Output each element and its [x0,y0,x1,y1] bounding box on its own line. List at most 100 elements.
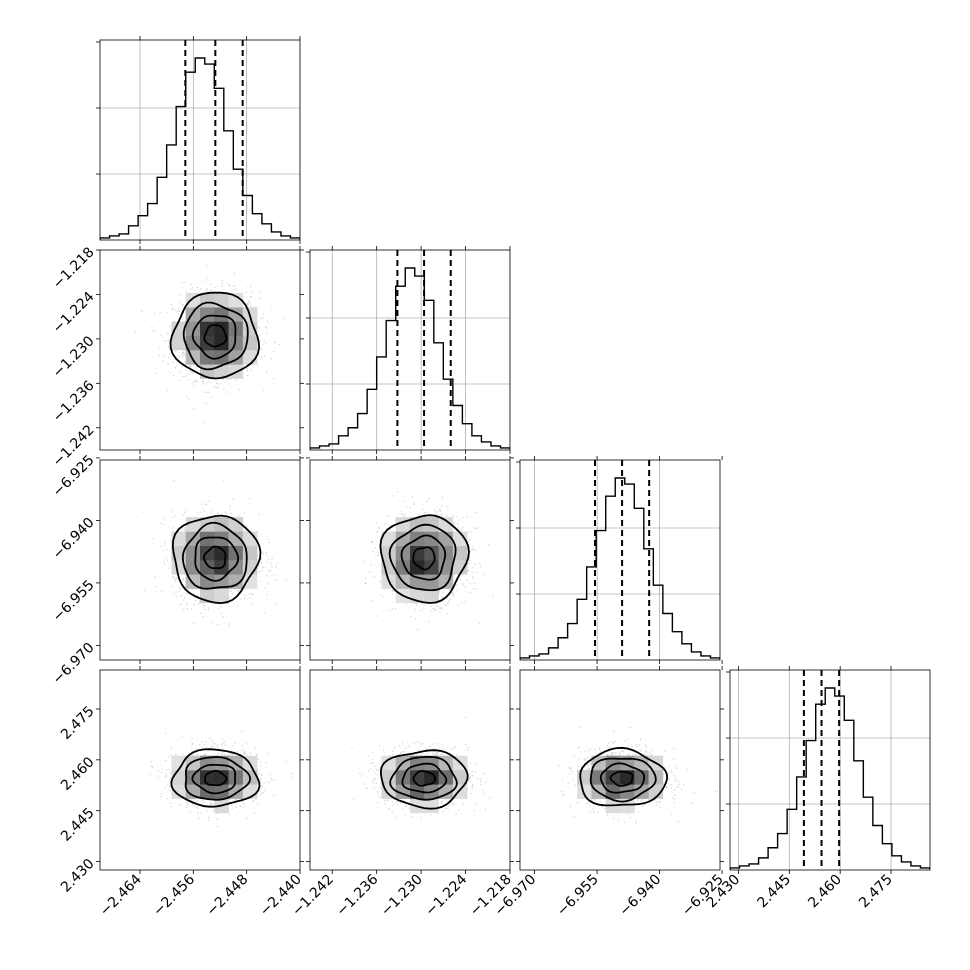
contour-line [609,770,634,787]
x-tick-label: −6.955 [554,872,602,920]
contour-line [401,762,448,794]
panel-frame [729,669,931,871]
density-cell [214,321,229,337]
y-tick-label: −6.970 [50,640,98,688]
panel-content [558,726,717,824]
density-cell [438,517,454,532]
contour-line [379,749,469,810]
density-cell [214,307,229,322]
density-cell [381,770,397,785]
density-cell [171,335,187,351]
histogram-step [100,57,300,240]
density-cell [605,770,621,785]
density-cell [242,574,258,589]
contour-line [181,521,248,590]
density-cell [424,517,439,532]
contour-line [191,763,237,795]
density-cell [171,755,187,771]
panel-frame [309,249,511,451]
panel-content [351,716,491,819]
panel-frame [99,39,301,241]
density-cell [452,531,468,547]
panel-3-3: 2.430 2.445 2.460 2.475 [704,666,931,912]
density-cell [381,531,397,547]
panel-3-1: −1.242−1.236−1.230−1.224−1.218 [289,666,515,919]
contour-line [182,301,249,371]
contour-line [589,757,657,803]
contour-line [204,769,228,787]
density-cell [214,574,229,589]
density-cell [185,560,201,575]
density-cell [214,292,229,308]
panel-3-0: −2.464 −2.456 −2.448 −2.4402.4302.4452.4602… [58,666,305,919]
density-cell [634,770,649,785]
x-tick-label: 2.475 [856,872,896,912]
panel-content [148,730,293,828]
density-cell [424,798,439,814]
density-cell [200,350,215,365]
contour-line [579,746,669,807]
density-cell [452,560,468,575]
contour-line [412,770,436,787]
density-cell [185,784,201,799]
density-cell [438,531,454,547]
x-tick-label: −1.236 [334,871,382,919]
density-cell [171,321,187,337]
panel-content [100,40,300,240]
histogram-step [520,477,720,660]
panel-2-0: −6.970−6.955−6.940−6.925 [50,452,304,688]
density-cell [214,588,229,604]
panel-frame [519,669,721,871]
x-tick-label: −2.448 [204,872,252,920]
y-tick-label: −1.224 [50,289,98,337]
x-tick-label: 2.445 [754,872,794,912]
contour-line [169,291,261,380]
panel-frame [99,459,301,661]
density-cell [424,531,439,547]
panel-content [730,670,930,870]
contour-line [400,534,447,581]
contour-line [412,546,436,571]
panel-1-0: −1.242−1.236−1.230−1.224−1.218 [50,244,304,470]
density-cell [228,517,244,532]
histogram-step [730,687,930,870]
density-cell [577,784,592,799]
density-cell [424,560,439,575]
y-tick-label: −6.955 [50,577,98,625]
contour-line [171,514,262,605]
y-tick-label: −1.236 [50,378,98,426]
y-tick-label: 2.430 [58,856,98,896]
density-cell [214,545,229,561]
contour-line [389,755,458,801]
density-cell [648,784,664,799]
density-cell [171,784,187,799]
density-cell [395,531,411,547]
panel-1-1 [306,246,511,454]
x-tick-label: −6.940 [616,872,664,920]
panel-content [364,491,494,631]
histogram-step [310,267,510,450]
density-cell [424,588,439,604]
y-tick-label: −6.940 [50,515,98,563]
contour-line [203,324,228,348]
contour-line [388,523,457,592]
x-tick-label: −2.464 [97,871,145,919]
panel-content [135,265,284,423]
density-cell [200,531,215,547]
contour-line [194,536,240,582]
panel-frame [519,459,721,661]
contour-line [599,762,646,794]
panel-0-0 [96,36,301,244]
contour-line [202,545,227,570]
density-cell [381,545,397,561]
density-cell [185,335,201,351]
panel-content [143,479,287,627]
contour-line [170,748,261,808]
y-tick-label: −1.218 [50,244,98,292]
y-tick-label: −1.230 [50,333,98,381]
panel-content [520,460,720,660]
panel-frame [99,669,301,871]
contour-line [184,756,252,801]
x-tick-label: −2.456 [150,871,198,919]
density-cell [228,560,244,575]
